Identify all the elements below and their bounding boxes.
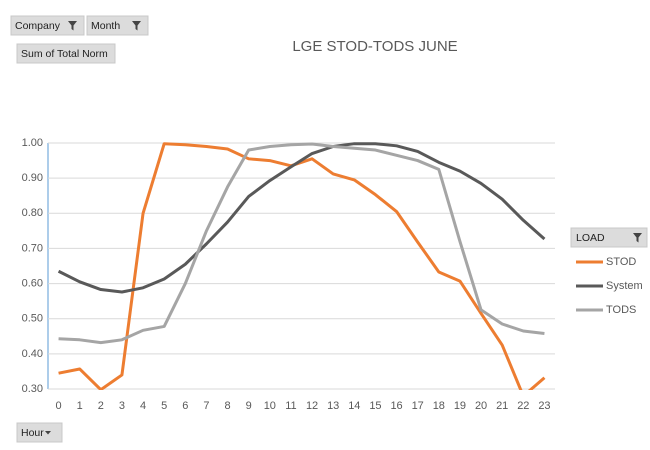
x-tick-label: 22 [517,400,529,412]
month-button[interactable] [86,15,149,36]
x-tick-label: 12 [306,400,318,412]
company-button[interactable] [10,15,85,36]
y-tick-label: 1.00 [22,137,43,149]
y-tick-label: 0.50 [22,313,43,325]
y-tick-label: 0.70 [22,242,43,254]
hour-button-label: Hour [21,427,44,439]
y-tick-label: 0.40 [22,348,43,360]
filter-icon [132,21,141,31]
x-tick-label: 5 [161,400,167,412]
x-tick-label: 15 [369,400,381,412]
y-tick-label: 0.30 [22,383,43,395]
x-tick-label: 9 [246,400,252,412]
chart-title: LGE STOD-TODS JUNE [292,38,457,55]
x-tick-label: 23 [538,400,550,412]
x-tick-label: 4 [140,400,146,412]
x-tick-label: 16 [390,400,402,412]
x-tick-label: 19 [454,400,466,412]
value-button-label: Sum of Total Norm [21,48,108,60]
month-button-label: Month [91,20,120,32]
series-line [57,142,546,294]
legend-title: LOAD [576,232,605,244]
legend-label: TODS [606,304,636,316]
plot-area [57,142,546,390]
x-tick-label: 6 [182,400,188,412]
x-tick-label: 18 [433,400,445,412]
x-tick-label: 20 [475,400,487,412]
legend-label: System [606,280,643,292]
x-tick-label: 3 [119,400,125,412]
x-tick-label: 17 [412,400,424,412]
filter-icon [68,21,77,31]
x-tick-label: 21 [496,400,508,412]
x-tick-label: 11 [285,400,296,412]
x-tick-label: 10 [264,400,276,412]
series-line [58,142,546,390]
company-button-label: Company [15,20,61,32]
dropdown-icon [45,431,51,435]
x-tick-label: 7 [203,400,209,412]
legend-title-button[interactable] [570,227,648,248]
y-tick-label: 0.60 [22,277,43,289]
y-tick-label: 0.80 [22,207,43,219]
x-tick-label: 0 [56,400,62,412]
x-tick-label: 8 [225,400,231,412]
x-tick-label: 1 [77,400,83,412]
x-tick-label: 14 [348,400,360,412]
value-button[interactable] [16,43,116,64]
filter-icon [633,233,642,243]
series-line [58,142,545,345]
legend-label: STOD [606,256,636,268]
hour-button[interactable] [16,422,63,443]
x-tick-label: 13 [327,400,339,412]
x-tick-label: 2 [98,400,104,412]
y-tick-label: 0.90 [22,172,43,184]
